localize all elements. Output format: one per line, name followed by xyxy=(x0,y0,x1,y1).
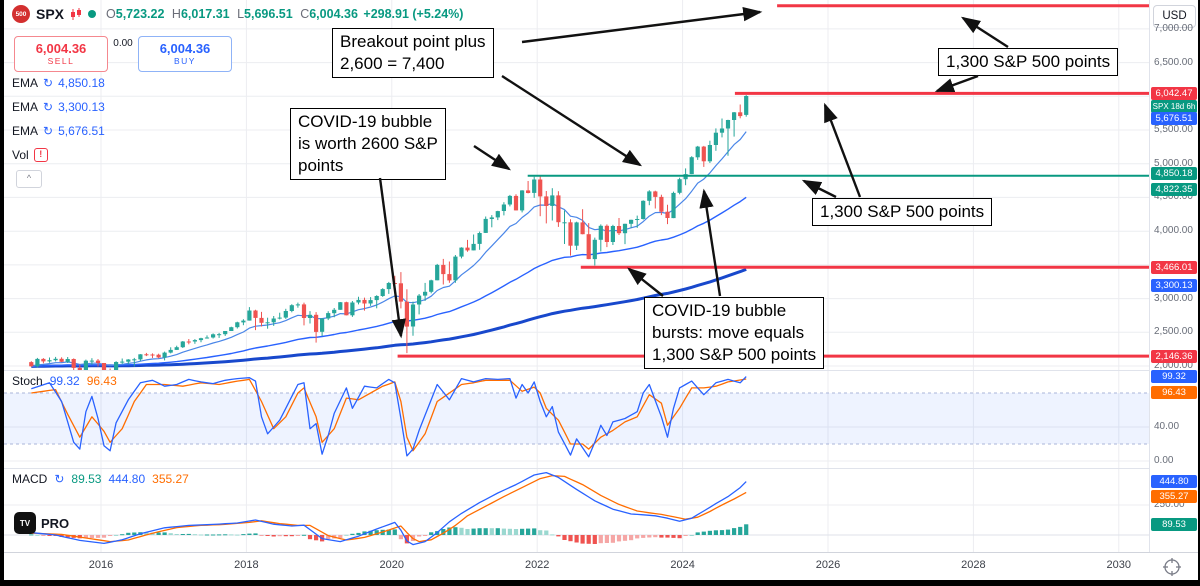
macd-badge: 444.80 xyxy=(1151,475,1197,489)
trade-panel: 6,004.36 SELL 0.00 6,004.36 BUY xyxy=(14,36,232,72)
refresh-icon: ↻ xyxy=(43,76,54,90)
macd-legend[interactable]: MACD ↻ 89.53 444.80 355.27 xyxy=(12,472,189,486)
open-value: 5,723.22 xyxy=(115,7,165,21)
ema-label: EMA xyxy=(12,100,39,114)
price-tick-label: 7,000.00 xyxy=(1154,22,1193,34)
refresh-icon: ↻ xyxy=(54,472,65,486)
stoch-legend[interactable]: Stoch 99.32 96.43 xyxy=(12,374,117,388)
annotation-points-top[interactable]: 1,300 S&P 500 points xyxy=(938,48,1119,76)
ema-label: EMA xyxy=(12,76,39,90)
price-badge: 2,146.36 xyxy=(1151,349,1197,363)
currency-button[interactable]: USD xyxy=(1153,5,1196,28)
annotation-points-mid[interactable]: 1,300 S&P 500 points xyxy=(812,198,993,226)
price-tick-label: 5,500.00 xyxy=(1154,124,1193,135)
time-axis[interactable]: 2016 2018 2020 2022 2024 2026 2028 2030 xyxy=(4,552,1198,580)
year-label: 2016 xyxy=(88,559,114,571)
collapse-legend-button[interactable]: ^ xyxy=(16,170,42,188)
price-badge: 3,300.13 xyxy=(1151,278,1197,292)
year-label: 2024 xyxy=(670,559,695,571)
price-badge: 5,676.51 xyxy=(1151,111,1197,125)
market-status-dot xyxy=(88,10,97,18)
refresh-icon: ↻ xyxy=(43,124,54,138)
macd-label: MACD xyxy=(12,472,48,486)
volume-label: Vol xyxy=(12,148,29,162)
high-value: 6,017.31 xyxy=(180,7,230,21)
symbol-toolbar: 500 SPX O5,723.22 H6,017.31 L5,696.51 C6… xyxy=(12,5,463,23)
ema-value: 3,300.13 xyxy=(58,100,105,114)
price-tick-label: 4,500.00 xyxy=(1154,191,1193,203)
price-axis[interactable]: USD 7,000.00 6,500.00 5,500.00 5,000.00 4,50… xyxy=(1149,0,1198,552)
year-label: 2030 xyxy=(1106,559,1132,571)
price-badge: 4,850.18 xyxy=(1151,167,1197,181)
year-label: 2028 xyxy=(961,559,986,571)
stoch-badge: 96.43 xyxy=(1151,385,1197,399)
stoch-badge: 99.32 xyxy=(1151,370,1197,384)
year-label: 2022 xyxy=(524,559,550,571)
macd-hist-value: 89.53 xyxy=(71,472,102,486)
price-tick-label: 4,000.00 xyxy=(1154,225,1193,237)
stoch-k-value: 99.32 xyxy=(49,374,80,388)
warning-icon: ! xyxy=(33,148,48,162)
legend-volume[interactable]: Vol ! xyxy=(12,148,48,162)
tradingview-logo: TV xyxy=(14,512,36,534)
stoch-label: Stoch xyxy=(12,374,43,388)
macd-tick-label: 250.00 xyxy=(1154,499,1185,510)
price-badge: 6,042.47 xyxy=(1151,86,1197,100)
annotation-covid-worth[interactable]: COVID-19 bubble is worth 2600 S&P points xyxy=(290,108,446,180)
sp500-logo: 500 xyxy=(12,5,30,23)
sell-label: SELL xyxy=(47,56,75,66)
macd-badge: 89.53 xyxy=(1151,517,1197,531)
trading-chart-app: 500 SPX O5,723.22 H6,017.31 L5,696.51 C6… xyxy=(4,0,1198,580)
sell-button[interactable]: 6,004.36 SELL xyxy=(14,36,108,72)
stoch-tick-label: 0.00 xyxy=(1154,455,1174,466)
low-label: L xyxy=(237,7,245,21)
price-tick-label: 3,000.00 xyxy=(1154,292,1193,304)
buy-price: 6,004.36 xyxy=(159,41,211,56)
price-tick-label: 2,500.00 xyxy=(1154,326,1193,338)
stoch-tick-label: 40.00 xyxy=(1154,421,1180,432)
annotation-covid-burst[interactable]: COVID-19 bubble bursts: move equals 1,30… xyxy=(644,297,825,369)
year-label: 2020 xyxy=(379,559,405,571)
macd-badge: 355.27 xyxy=(1151,489,1197,503)
tradingview-watermark[interactable]: TV PRO xyxy=(14,512,69,534)
close-label: C xyxy=(300,7,310,21)
price-badge: 3,466.01 xyxy=(1151,260,1197,274)
legend-ema-1[interactable]: EMA ↻ 4,850.18 xyxy=(12,76,105,90)
crosshair-target-icon[interactable] xyxy=(1162,557,1182,577)
candles-icon[interactable] xyxy=(70,7,82,21)
macd-line-value: 444.80 xyxy=(108,472,146,486)
high-label: H xyxy=(171,7,181,21)
pro-badge: PRO xyxy=(41,515,70,531)
refresh-icon: ↻ xyxy=(43,100,54,114)
open-label: O xyxy=(106,7,116,21)
price-tick-label: 2,000.00 xyxy=(1154,360,1193,371)
price-badge: 4,822.35 xyxy=(1151,183,1197,197)
ema-label: EMA xyxy=(12,124,39,138)
price-tick-label: 5,000.00 xyxy=(1154,157,1193,169)
spread-value: 0.00 xyxy=(113,38,133,49)
year-label: 2026 xyxy=(815,559,841,571)
buy-label: BUY xyxy=(174,56,196,66)
annotation-breakout-target[interactable]: Breakout point plus 2,600 = 7,400 xyxy=(332,28,494,78)
year-label: 2018 xyxy=(234,559,259,571)
ema-value: 4,850.18 xyxy=(58,76,105,90)
close-value: 6,004.36 xyxy=(309,7,358,21)
chart-canvas[interactable] xyxy=(4,0,1198,580)
ema-value: 5,676.51 xyxy=(58,124,105,138)
symbol-name[interactable]: SPX xyxy=(36,6,65,22)
stoch-d-value: 96.43 xyxy=(86,374,117,388)
low-value: 5,696.51 xyxy=(244,7,293,21)
macd-signal-value: 355.27 xyxy=(152,472,189,486)
legend-ema-2[interactable]: EMA ↻ 3,300.13 xyxy=(12,100,105,114)
buy-button[interactable]: 6,004.36 BUY xyxy=(138,36,232,72)
price-tick-label: 6,500.00 xyxy=(1154,56,1193,68)
change-value: +298.91 (+5.24%) xyxy=(363,7,464,21)
price-badge: SPX 18d 6h xyxy=(1151,100,1197,113)
legend-ema-3[interactable]: EMA ↻ 5,676.51 xyxy=(12,124,105,138)
sell-price: 6,004.36 xyxy=(35,41,87,56)
